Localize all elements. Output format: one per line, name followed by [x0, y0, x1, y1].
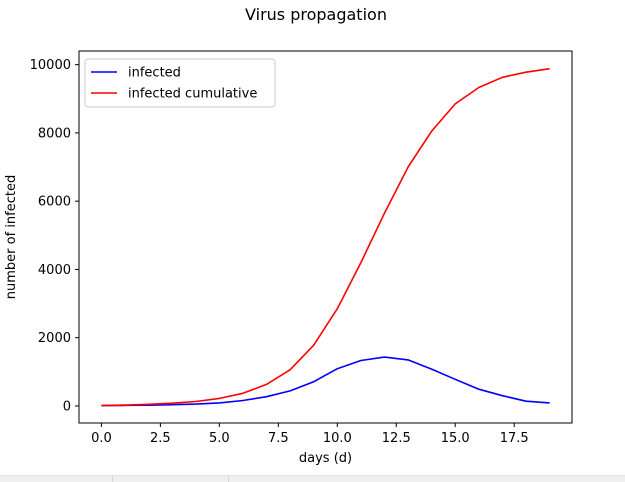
y-axis-label: number of infected	[4, 175, 19, 299]
y-axis: 0 2000 4000 6000 8000 10000	[30, 58, 79, 414]
x-tick-label: 12.5	[382, 431, 411, 446]
x-axis: 0.0 2.5 5.0 7.5 10.0 12.5 15.0 17.5	[91, 423, 529, 446]
y-tick-label: 4000	[38, 263, 71, 278]
x-tick-label: 17.5	[500, 431, 529, 446]
legend-label-infected-cumulative: infected cumulative	[128, 87, 257, 102]
window-bottom-strip	[0, 475, 625, 482]
legend-box	[84, 58, 276, 108]
x-tick-label: 7.5	[268, 431, 289, 446]
infected-line	[101, 356, 550, 407]
x-tick-label: 10.0	[323, 431, 352, 446]
y-tick-label: 6000	[38, 195, 71, 210]
y-tick-label: 10000	[30, 58, 71, 73]
x-tick-label: 15.0	[441, 431, 470, 446]
series-layer	[101, 67, 550, 407]
chart-title: Virus propagation	[245, 5, 387, 24]
x-tick-label: 5.0	[209, 431, 230, 446]
y-tick-label: 8000	[38, 126, 71, 141]
infected-cumulative-line	[101, 67, 550, 407]
y-tick-label: 0	[63, 399, 71, 414]
legend: infected infected cumulative	[84, 58, 276, 108]
x-tick-label: 2.5	[150, 431, 171, 446]
x-tick-label: 0.0	[91, 431, 112, 446]
legend-label-infected: infected	[128, 66, 181, 81]
y-tick-label: 2000	[38, 331, 71, 346]
x-axis-label: days (d)	[299, 451, 352, 466]
plot-area-frame	[78, 50, 573, 424]
